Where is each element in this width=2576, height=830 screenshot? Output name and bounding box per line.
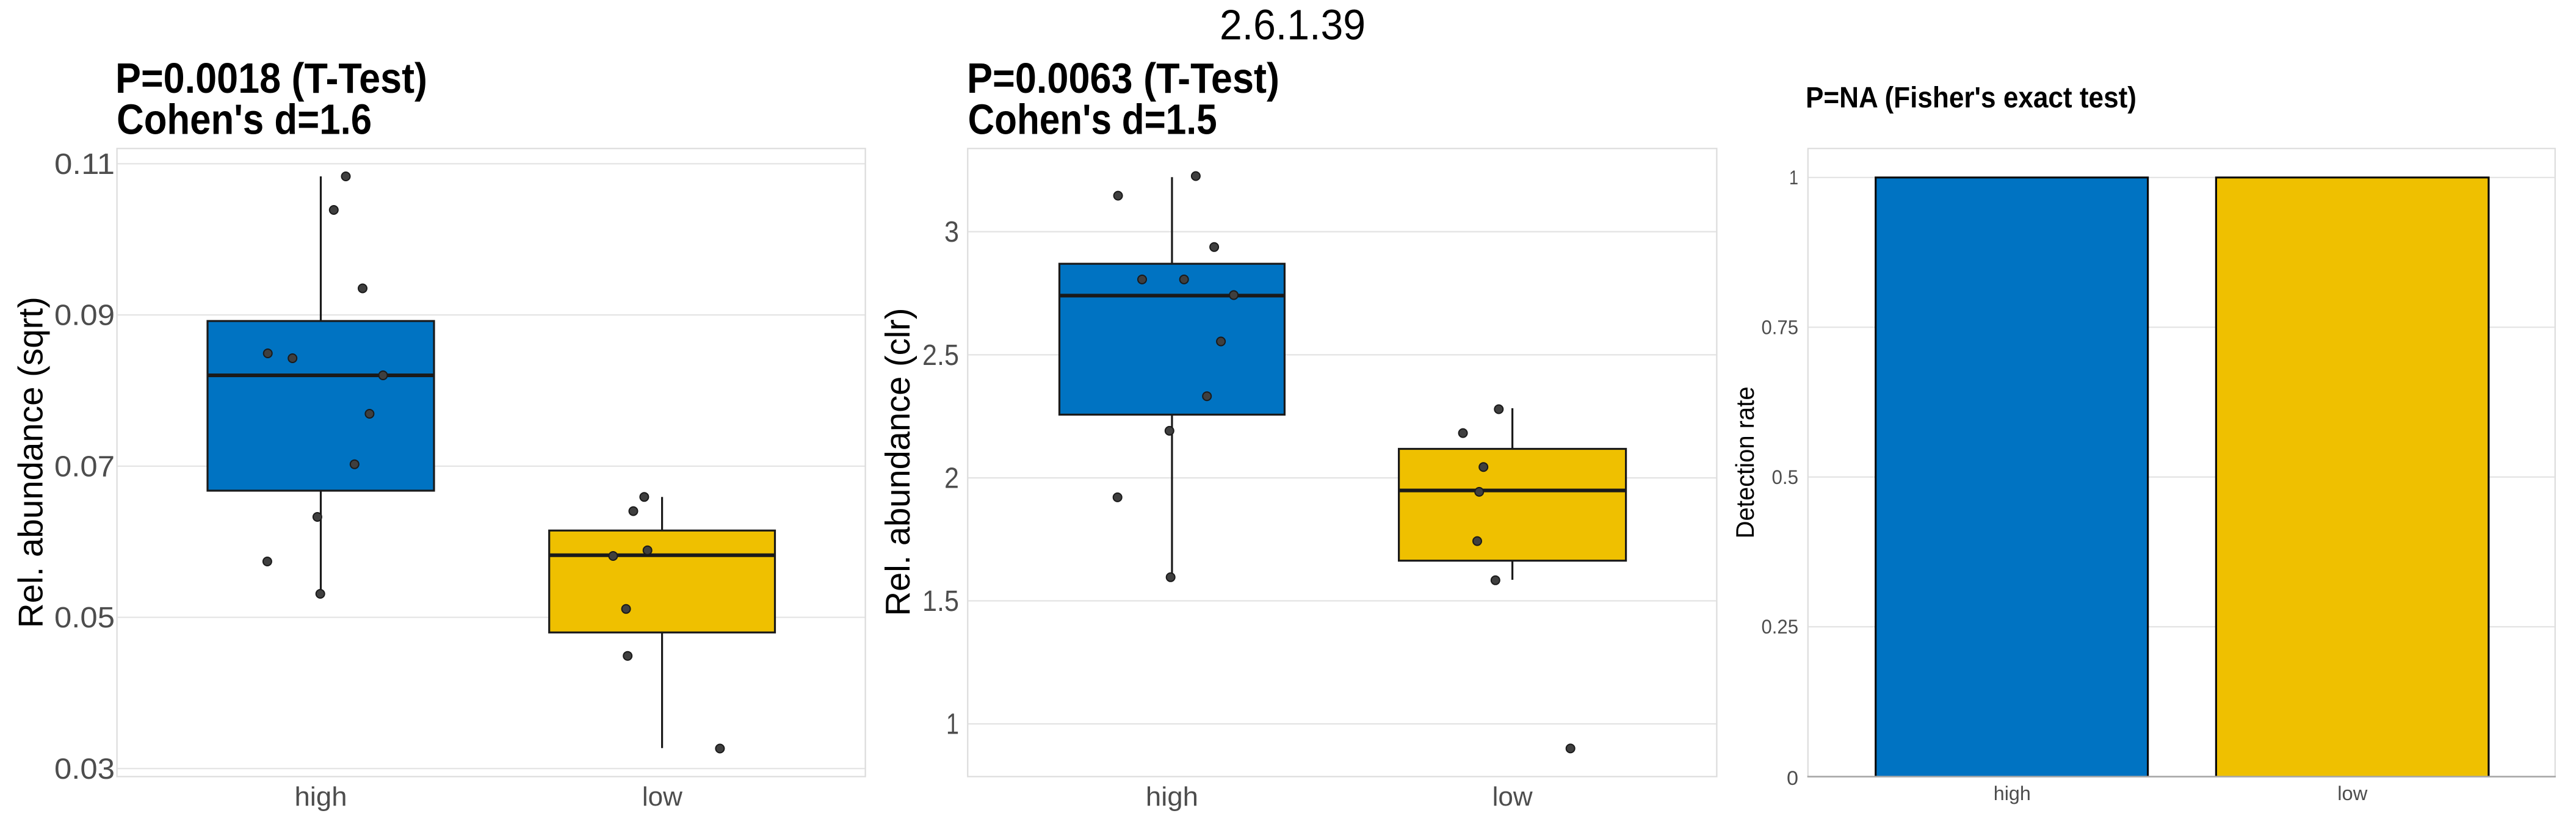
svg-text:1.5: 1.5 [922,585,959,618]
svg-text:0.07: 0.07 [54,450,115,483]
svg-text:0.75: 0.75 [1762,316,1799,338]
svg-text:P=0.0063 (T-Test): P=0.0063 (T-Test) [967,54,1279,102]
svg-text:0.11: 0.11 [54,148,115,181]
svg-text:Rel. abundance (clr): Rel. abundance (clr) [878,308,917,616]
svg-text:2.6.1.39: 2.6.1.39 [1220,1,1366,49]
svg-text:0.09: 0.09 [54,300,115,332]
svg-text:Cohen's d=1.5: Cohen's d=1.5 [968,96,1217,143]
svg-text:Rel. abundance (sqrt): Rel. abundance (sqrt) [11,297,50,628]
svg-text:high: high [1146,782,1198,812]
svg-text:low: low [1492,782,1533,812]
svg-text:high: high [1994,782,2031,804]
svg-text:2: 2 [944,463,959,495]
svg-text:P=NA (Fisher's exact test): P=NA (Fisher's exact test) [1806,82,2136,114]
svg-text:2.5: 2.5 [922,339,959,372]
svg-text:3: 3 [944,216,959,248]
svg-text:P=0.0018 (T-Test): P=0.0018 (T-Test) [115,54,427,102]
svg-text:1: 1 [1789,167,1798,189]
svg-text:low: low [642,782,682,812]
svg-text:1: 1 [946,709,959,741]
svg-text:high: high [295,782,347,812]
svg-text:0.03: 0.03 [54,753,115,785]
svg-text:low: low [2337,782,2368,804]
svg-text:0.05: 0.05 [54,602,115,634]
svg-text:0.25: 0.25 [1762,616,1799,638]
svg-text:0: 0 [1787,767,1798,789]
svg-text:0.5: 0.5 [1772,466,1799,488]
svg-text:Detection rate: Detection rate [1731,386,1759,538]
svg-text:Cohen's d=1.6: Cohen's d=1.6 [117,96,372,143]
